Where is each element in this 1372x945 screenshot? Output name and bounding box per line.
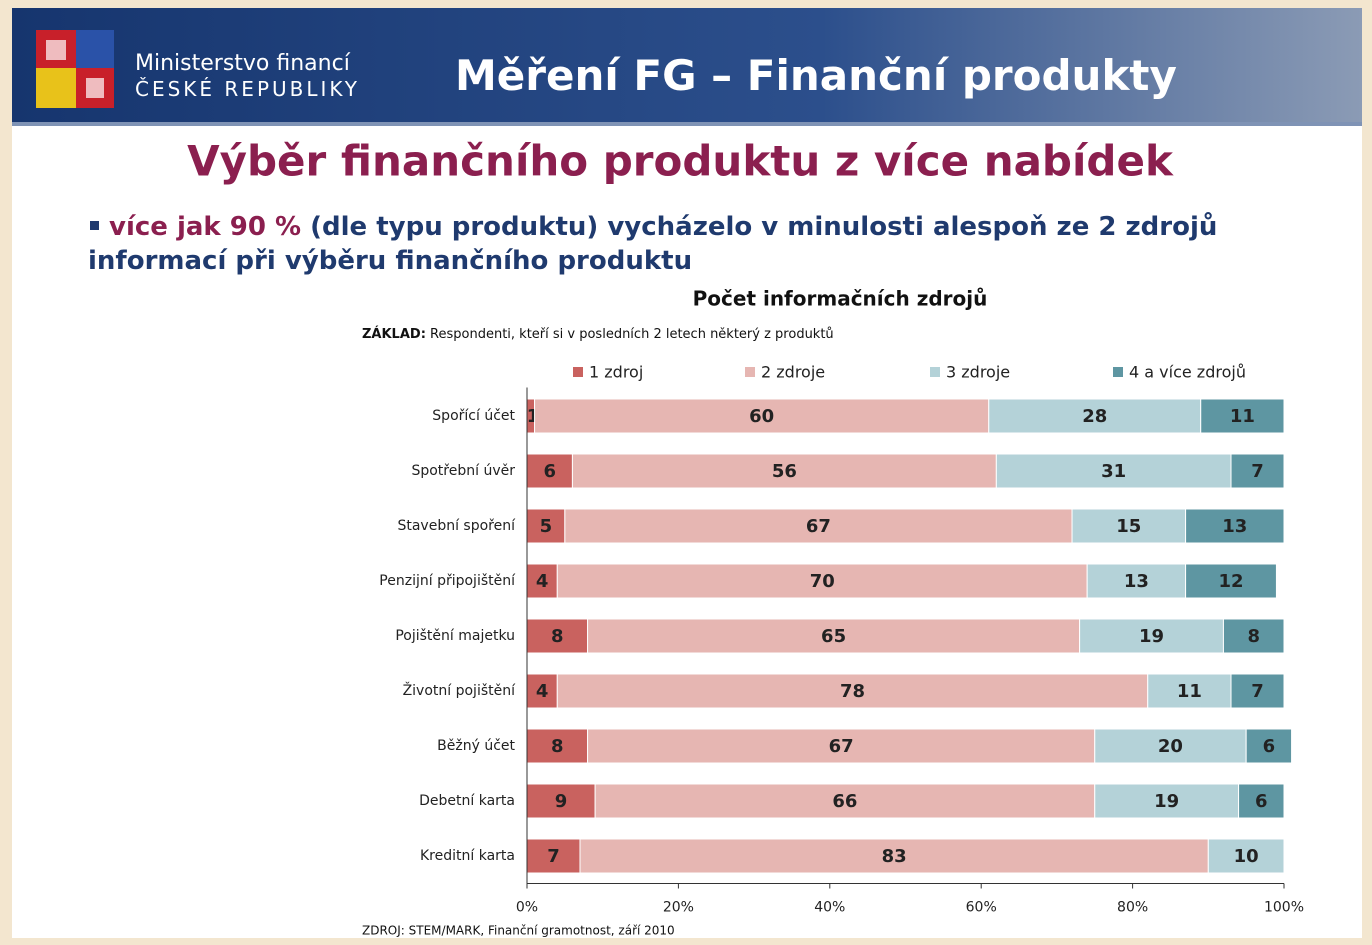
value-label: 4 bbox=[536, 681, 549, 702]
value-label: 7 bbox=[1251, 681, 1264, 702]
value-label: 83 bbox=[882, 846, 907, 867]
legend-label: 4 a více zdrojů bbox=[1129, 363, 1246, 382]
base-text: Respondenti, kteří si v posledních 2 let… bbox=[430, 327, 834, 342]
slide: Ministerstvo financí ČESKÉ REPUBLIKY Měř… bbox=[0, 0, 1372, 945]
page: Ministerstvo financí ČESKÉ REPUBLIKY Měř… bbox=[0, 0, 1372, 945]
value-label: 56 bbox=[772, 461, 797, 482]
value-label: 8 bbox=[1247, 626, 1260, 647]
value-label: 60 bbox=[749, 406, 774, 427]
value-label: 31 bbox=[1101, 461, 1126, 482]
value-label: 67 bbox=[829, 736, 854, 757]
header-rule bbox=[12, 122, 1362, 126]
value-label: 6 bbox=[543, 461, 556, 482]
value-label: 15 bbox=[1116, 516, 1141, 537]
bullet-highlight: více jak 90 % bbox=[109, 212, 301, 242]
ministry-country: ČESKÉ REPUBLIKY bbox=[135, 77, 360, 101]
value-label: 10 bbox=[1234, 846, 1259, 867]
y-tick-label: Běžný účet bbox=[437, 738, 515, 754]
value-label: 28 bbox=[1082, 406, 1107, 427]
value-label: 6 bbox=[1255, 791, 1268, 812]
chart-title: Počet informačních zdrojů bbox=[693, 287, 988, 311]
y-tick-label: Debetní karta bbox=[419, 793, 515, 809]
ministry-name: Ministerstvo financí bbox=[135, 51, 351, 76]
value-label: 7 bbox=[547, 846, 560, 867]
chart: Ministerstvo financí ČESKÉ REPUBLIKY Měř… bbox=[0, 0, 1372, 945]
value-label: 70 bbox=[810, 571, 835, 592]
legend-label: 3 zdroje bbox=[946, 363, 1010, 382]
value-label: 12 bbox=[1218, 571, 1243, 592]
y-tick-label: Kreditní karta bbox=[420, 848, 515, 864]
value-label: 19 bbox=[1139, 626, 1164, 647]
chart-source: ZDROJ: STEM/MARK, Finanční gramotnost, z… bbox=[362, 924, 675, 938]
value-label: 4 bbox=[536, 571, 549, 592]
value-label: 5 bbox=[540, 516, 553, 537]
bullet: více jak 90 % (dle typu produktu) vycház… bbox=[88, 210, 1313, 278]
value-label: 9 bbox=[555, 791, 568, 812]
value-label: 7 bbox=[1251, 461, 1264, 482]
legend-swatch bbox=[745, 367, 755, 377]
legend-label: 1 zdroj bbox=[589, 363, 643, 382]
value-label: 13 bbox=[1222, 516, 1247, 537]
legend-swatch bbox=[1113, 367, 1123, 377]
header-title: Měření FG – Finanční produkty bbox=[455, 51, 1177, 100]
legend-swatch bbox=[930, 367, 940, 377]
y-tick-label: Životní pojištění bbox=[403, 681, 517, 699]
legend-label: 2 zdroje bbox=[761, 363, 825, 382]
value-label: 11 bbox=[1230, 406, 1255, 427]
bullet-marker bbox=[90, 221, 99, 230]
value-label: 13 bbox=[1124, 571, 1149, 592]
value-label: 11 bbox=[1177, 681, 1202, 702]
slide-title: Výběr finančního produktu z více nabídek bbox=[187, 137, 1174, 186]
value-label: 67 bbox=[806, 516, 831, 537]
legend-swatch bbox=[573, 367, 583, 377]
x-tick-label: 20% bbox=[663, 900, 694, 916]
y-tick-label: Spořící účet bbox=[432, 408, 515, 424]
x-tick-label: 100% bbox=[1264, 900, 1304, 916]
value-label: 65 bbox=[821, 626, 846, 647]
value-label: 8 bbox=[551, 626, 564, 647]
value-label: 19 bbox=[1154, 791, 1179, 812]
y-tick-label: Spotřební úvěr bbox=[411, 463, 515, 479]
base-label: ZÁKLAD: bbox=[362, 326, 426, 342]
value-label: 6 bbox=[1263, 736, 1276, 757]
logo bbox=[36, 30, 114, 108]
value-label: 66 bbox=[832, 791, 857, 812]
x-tick-label: 80% bbox=[1117, 900, 1148, 916]
x-tick-label: 40% bbox=[814, 900, 845, 916]
x-tick-label: 0% bbox=[516, 900, 538, 916]
value-label: 8 bbox=[551, 736, 564, 757]
y-tick-label: Stavební spoření bbox=[397, 518, 516, 534]
value-label: 20 bbox=[1158, 736, 1183, 757]
chart-base: ZÁKLAD: Respondenti, kteří si v poslední… bbox=[362, 326, 834, 342]
x-tick-label: 60% bbox=[966, 900, 997, 916]
y-tick-label: Pojištění majetku bbox=[395, 628, 515, 644]
y-tick-label: Penzijní připojištění bbox=[379, 573, 516, 589]
value-label: 78 bbox=[840, 681, 865, 702]
